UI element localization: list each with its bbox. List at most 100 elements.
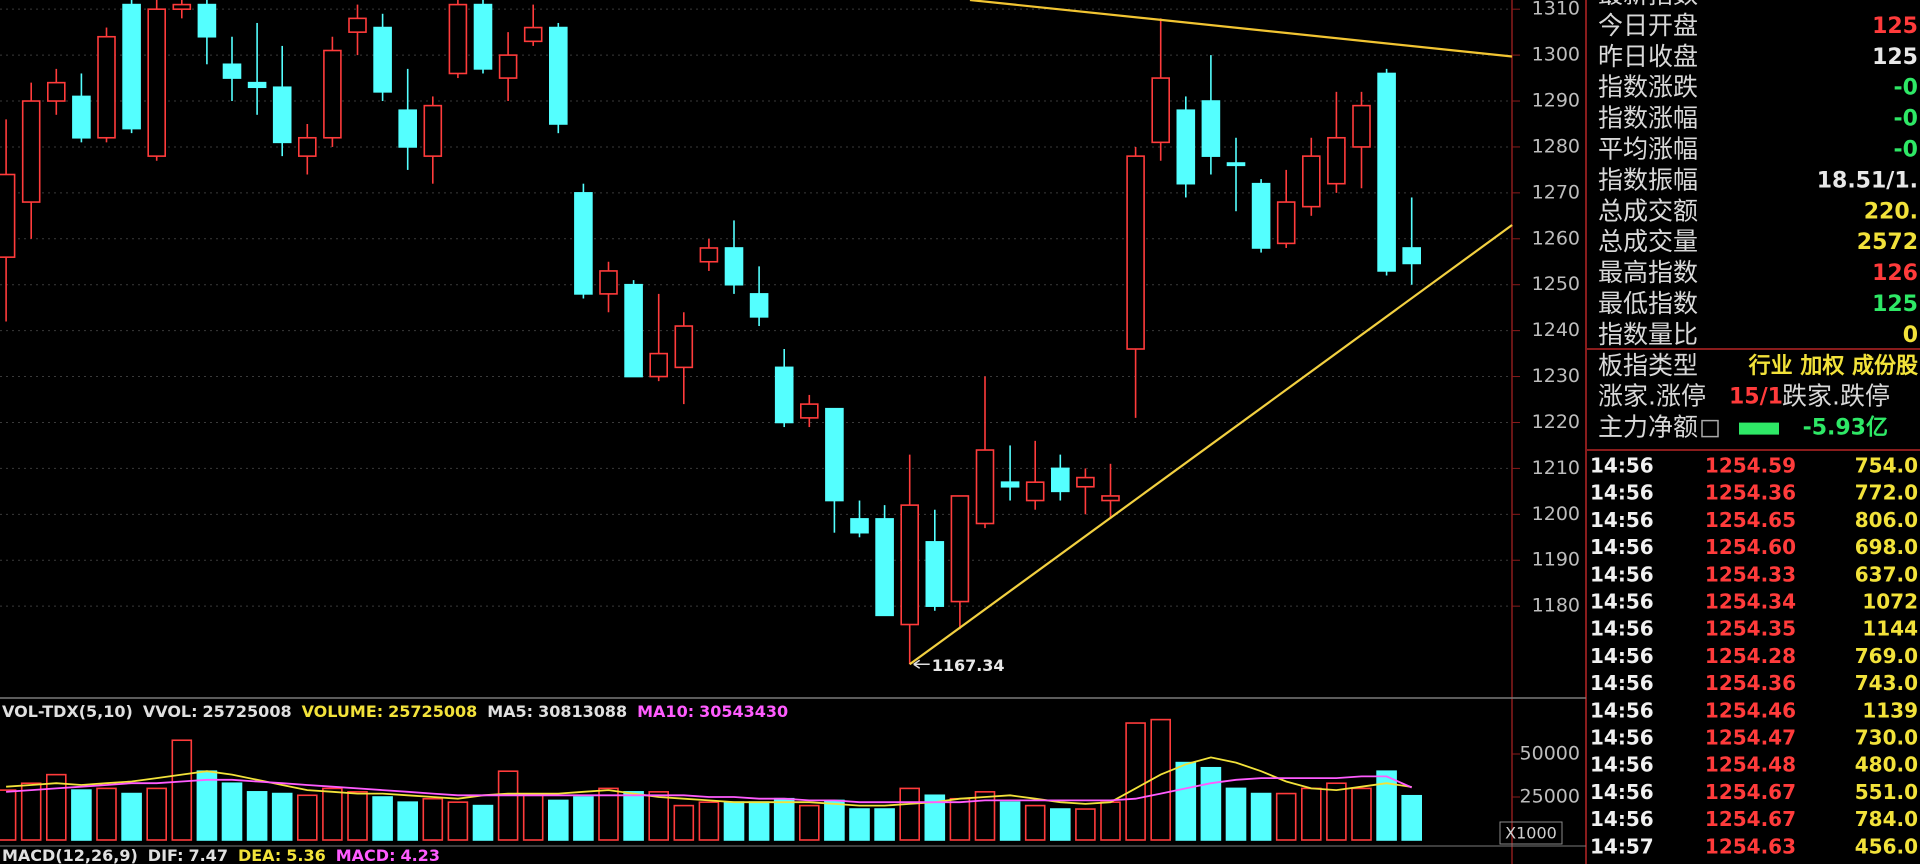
volume-bar [698,801,720,841]
candle-body [975,449,995,525]
candle-body [473,3,493,70]
volume-bar [723,801,745,841]
tick-price: 1254.48 [1705,753,1796,777]
tick-volume: 637.0 [1855,562,1918,586]
candle-body [398,109,418,148]
y-tick-label: 1190 [1532,549,1580,571]
volume-bar [422,797,444,841]
volume-bar [598,787,619,841]
quote-label: 平均涨幅 [1598,135,1698,164]
quote-value: -0 [1894,76,1918,101]
quote-label: 最高指数 [1598,258,1698,287]
candle-body [1051,467,1070,493]
quote-label: 指数量比 [1598,320,1698,349]
volume-bar [924,794,946,841]
volume-bar [1100,801,1121,841]
header-value: 25725008 [388,702,477,721]
tick-volume: 456.0 [1855,834,1918,858]
y-tick-label: 1220 [1532,411,1580,433]
candle-body [1327,136,1346,185]
quote-label: 最低指数 [1598,289,1698,318]
trend-line [909,224,1513,666]
volume-bar [748,801,770,841]
tick-time: 14:56 [1590,454,1654,478]
candle-body [323,49,342,139]
quote-value: 0 [1903,323,1918,348]
tick-time: 14:56 [1590,698,1654,722]
candle-body [1076,476,1095,488]
tick-volume: 784.0 [1855,807,1918,831]
y-tick-label: 1210 [1532,457,1580,479]
tick-price: 1254.47 [1705,726,1796,750]
tick-price: 1254.28 [1705,644,1796,668]
y-tick-label: 1250 [1532,273,1580,295]
tick-volume: 1139 [1862,698,1918,722]
flow-bar [1739,422,1779,435]
quote-value: 125 [1872,292,1918,317]
volume-bar [171,739,193,841]
quote-label: 指数涨跌 [1598,73,1698,102]
candle-body [1101,495,1120,502]
header-label: MACD: [336,846,396,864]
quote-label: 今日开盘 [1598,11,1698,40]
unit-label: X1000 [1505,824,1557,843]
quote-value: 125 [1872,45,1918,70]
volume-bar [949,797,971,841]
volume-bar [1351,787,1372,841]
header-label: MACD(12,26,9) [2,846,138,864]
quote-label: 指数涨幅 [1598,104,1698,133]
tick-price: 1254.36 [1705,481,1796,505]
candle-body [1402,247,1421,265]
candle-body [297,136,317,157]
candle-body [1226,162,1246,167]
header-value: 5.36 [286,846,325,864]
candle-body [523,26,543,43]
volume-bar [1200,766,1222,841]
candle-body [1201,100,1221,157]
candle-body [247,81,267,89]
volume-bar [397,801,419,841]
quote-label: 涨家.涨停 [1598,382,1706,411]
volume-bar [221,782,243,841]
tick-time: 14:56 [1590,726,1654,750]
volume-bar [20,782,42,841]
volume-bar [849,808,870,841]
tick-price: 1254.63 [1705,834,1796,858]
tick-volume: 730.0 [1855,726,1918,750]
candle-body [1000,481,1020,488]
header-label: VOL-TDX(5,10) [2,702,133,721]
quote-label: 最新指数 [1598,0,1698,9]
y-tick-label: 1180 [1532,595,1580,617]
volume-bar [648,791,670,841]
pane-header: MACD(12,26,9) DIF: 7.47 DEA: 5.36 MACD: 4.23 [2,846,440,864]
candle-body [599,270,618,295]
candle-body [1151,77,1170,144]
volume-bar [522,794,544,841]
volume-bar [874,808,895,841]
candle-body [875,518,894,617]
quote-value: 126 [1872,261,1918,286]
volume-bar [899,787,921,841]
volume-bar [573,796,594,841]
y-tick-label: 1280 [1532,135,1580,157]
header-label: VOLUME: [302,702,384,721]
candle-body [222,63,242,79]
tick-price: 1254.36 [1705,671,1796,695]
candle-body [272,86,292,144]
tick-time: 14:56 [1590,535,1654,559]
tick-time: 14:56 [1590,807,1654,831]
quote-value: 220. [1864,199,1918,224]
candle-body [950,495,970,603]
tick-time: 14:56 [1590,481,1654,505]
volume-bar [623,791,644,841]
header-label: MA5: [487,702,533,721]
volume-bar [1275,792,1297,841]
volume-bar [146,787,167,841]
volume-bar [999,801,1021,841]
volume-bar [296,794,318,841]
candle-body [172,3,192,10]
volume-bar [0,789,17,841]
tick-volume: 806.0 [1855,508,1918,532]
y-tick-label: 1310 [1532,0,1580,20]
